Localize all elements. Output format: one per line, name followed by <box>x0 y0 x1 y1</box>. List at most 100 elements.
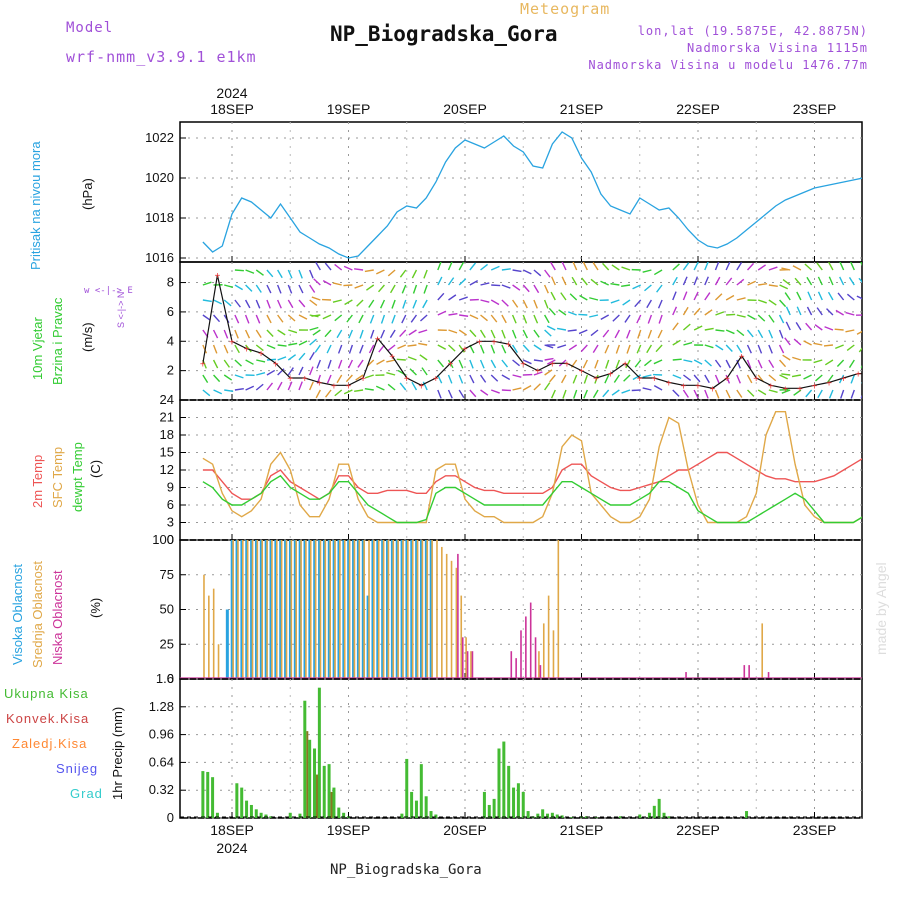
wind-arrow <box>610 299 620 304</box>
wind-arrow <box>646 299 653 309</box>
wind-arrow <box>827 291 834 301</box>
wind-arrow <box>412 284 418 294</box>
wind-arrow <box>785 306 791 316</box>
cloud-mid-bar <box>402 540 404 679</box>
wind-arrow <box>845 329 855 333</box>
wind-arrow <box>480 299 490 303</box>
wind-arrow <box>827 374 834 383</box>
wind-arrow <box>746 262 755 271</box>
wind-arrow <box>411 381 418 391</box>
wind-arrow <box>448 344 456 352</box>
wind-arrow <box>437 389 442 399</box>
wind-arrow <box>610 282 620 286</box>
wind-arrow <box>389 284 396 294</box>
wind-arrow <box>309 326 319 331</box>
wind-arrow <box>715 329 725 332</box>
wind-gust-marker: + <box>491 337 497 348</box>
wind-arrow <box>615 344 621 354</box>
wind-arrow <box>746 374 753 384</box>
y-tick-label: 4 <box>167 333 174 348</box>
cloud-mid-bar <box>295 540 298 679</box>
precip-total-bar <box>745 811 749 818</box>
y-tick-label: 25 <box>160 636 174 651</box>
wind-arrow <box>824 359 834 366</box>
cloud-low-bar <box>743 665 746 679</box>
wind-arrow <box>796 306 802 316</box>
wind-arrow <box>287 314 296 322</box>
cloud-high-bar <box>318 540 322 679</box>
cloud-high-bar <box>269 540 273 679</box>
wind-arrow <box>359 344 364 354</box>
precip-total-bar <box>638 814 642 818</box>
y-tick-label: 1020 <box>145 170 174 185</box>
precip-conv-bar <box>330 791 333 818</box>
wind-arrow <box>889 266 897 270</box>
wind-arrow <box>778 314 785 324</box>
dewpoint-line <box>202 474 862 524</box>
cloud-high-bar <box>313 540 317 679</box>
wind-arrow <box>828 389 834 399</box>
wind-arrow <box>611 264 620 271</box>
y-tick-label: 0.64 <box>149 754 174 769</box>
cloud-high-bar <box>429 540 433 679</box>
wind-arrow <box>347 359 354 369</box>
precip-total-bar <box>215 812 219 818</box>
precip-total-bar <box>308 739 312 818</box>
wind-arrow <box>612 314 620 322</box>
wind-arrow <box>364 269 374 273</box>
wind-arrow <box>223 344 229 354</box>
wind-arrow <box>560 292 567 301</box>
wind-arrow <box>646 344 652 354</box>
wind-arrow <box>479 359 485 369</box>
wind-arrow <box>632 374 642 381</box>
wind-arrow <box>437 292 445 301</box>
wind-arrow <box>778 329 784 339</box>
wind-arrow <box>234 269 244 272</box>
wind-arrow <box>653 384 663 391</box>
wind-arrow <box>522 359 532 365</box>
wind-arrow <box>511 314 517 324</box>
wind-arrow <box>245 385 255 391</box>
wind-arrow <box>714 276 721 286</box>
wind-arrow <box>501 299 509 307</box>
wind-arrow <box>212 359 219 369</box>
wind-arrow <box>345 374 353 383</box>
wind-gust-marker: + <box>826 378 832 389</box>
wind-arrow <box>326 344 332 354</box>
wind-arrow <box>245 359 254 365</box>
wind-arrow <box>551 276 556 286</box>
wind-arrow <box>611 389 620 396</box>
cloud-high-bar <box>332 540 336 679</box>
wind-arrow <box>543 284 549 294</box>
wind-arrow <box>882 375 886 383</box>
cloud-high-bar <box>245 540 249 679</box>
precip-total-bar <box>342 812 346 818</box>
wind-arrow <box>835 344 844 350</box>
wind-arrow <box>543 299 549 309</box>
cloud-high-bar <box>395 540 399 679</box>
y-tick-label: 100 <box>152 532 174 547</box>
wind-arrow <box>490 299 500 306</box>
wind-arrow <box>255 344 264 352</box>
wind-gust-marker: + <box>841 374 847 385</box>
wind-arrow <box>213 389 223 395</box>
wind-arrow <box>624 314 631 323</box>
wind-arrow <box>490 389 500 394</box>
precip-total-bar <box>434 814 438 818</box>
wind-arrow <box>376 269 385 275</box>
date-label-top: 23SEP <box>793 101 837 117</box>
wind-gust-marker: + <box>506 340 512 351</box>
wind-arrow <box>522 269 532 275</box>
year-label-bottom: 2024 <box>216 840 247 856</box>
wind-arrow <box>858 277 862 283</box>
wind-arrow <box>672 322 679 331</box>
cloud-high-bar <box>410 540 414 679</box>
wind-arrow <box>682 276 688 286</box>
wind-arrow <box>715 311 725 316</box>
wind-arrow <box>223 374 233 381</box>
cloud-mid-bar <box>314 540 317 679</box>
wind-arrow <box>312 329 321 336</box>
wind-arrow <box>600 314 610 320</box>
precip-total-bar <box>550 812 554 818</box>
wind-arrow <box>889 390 897 395</box>
